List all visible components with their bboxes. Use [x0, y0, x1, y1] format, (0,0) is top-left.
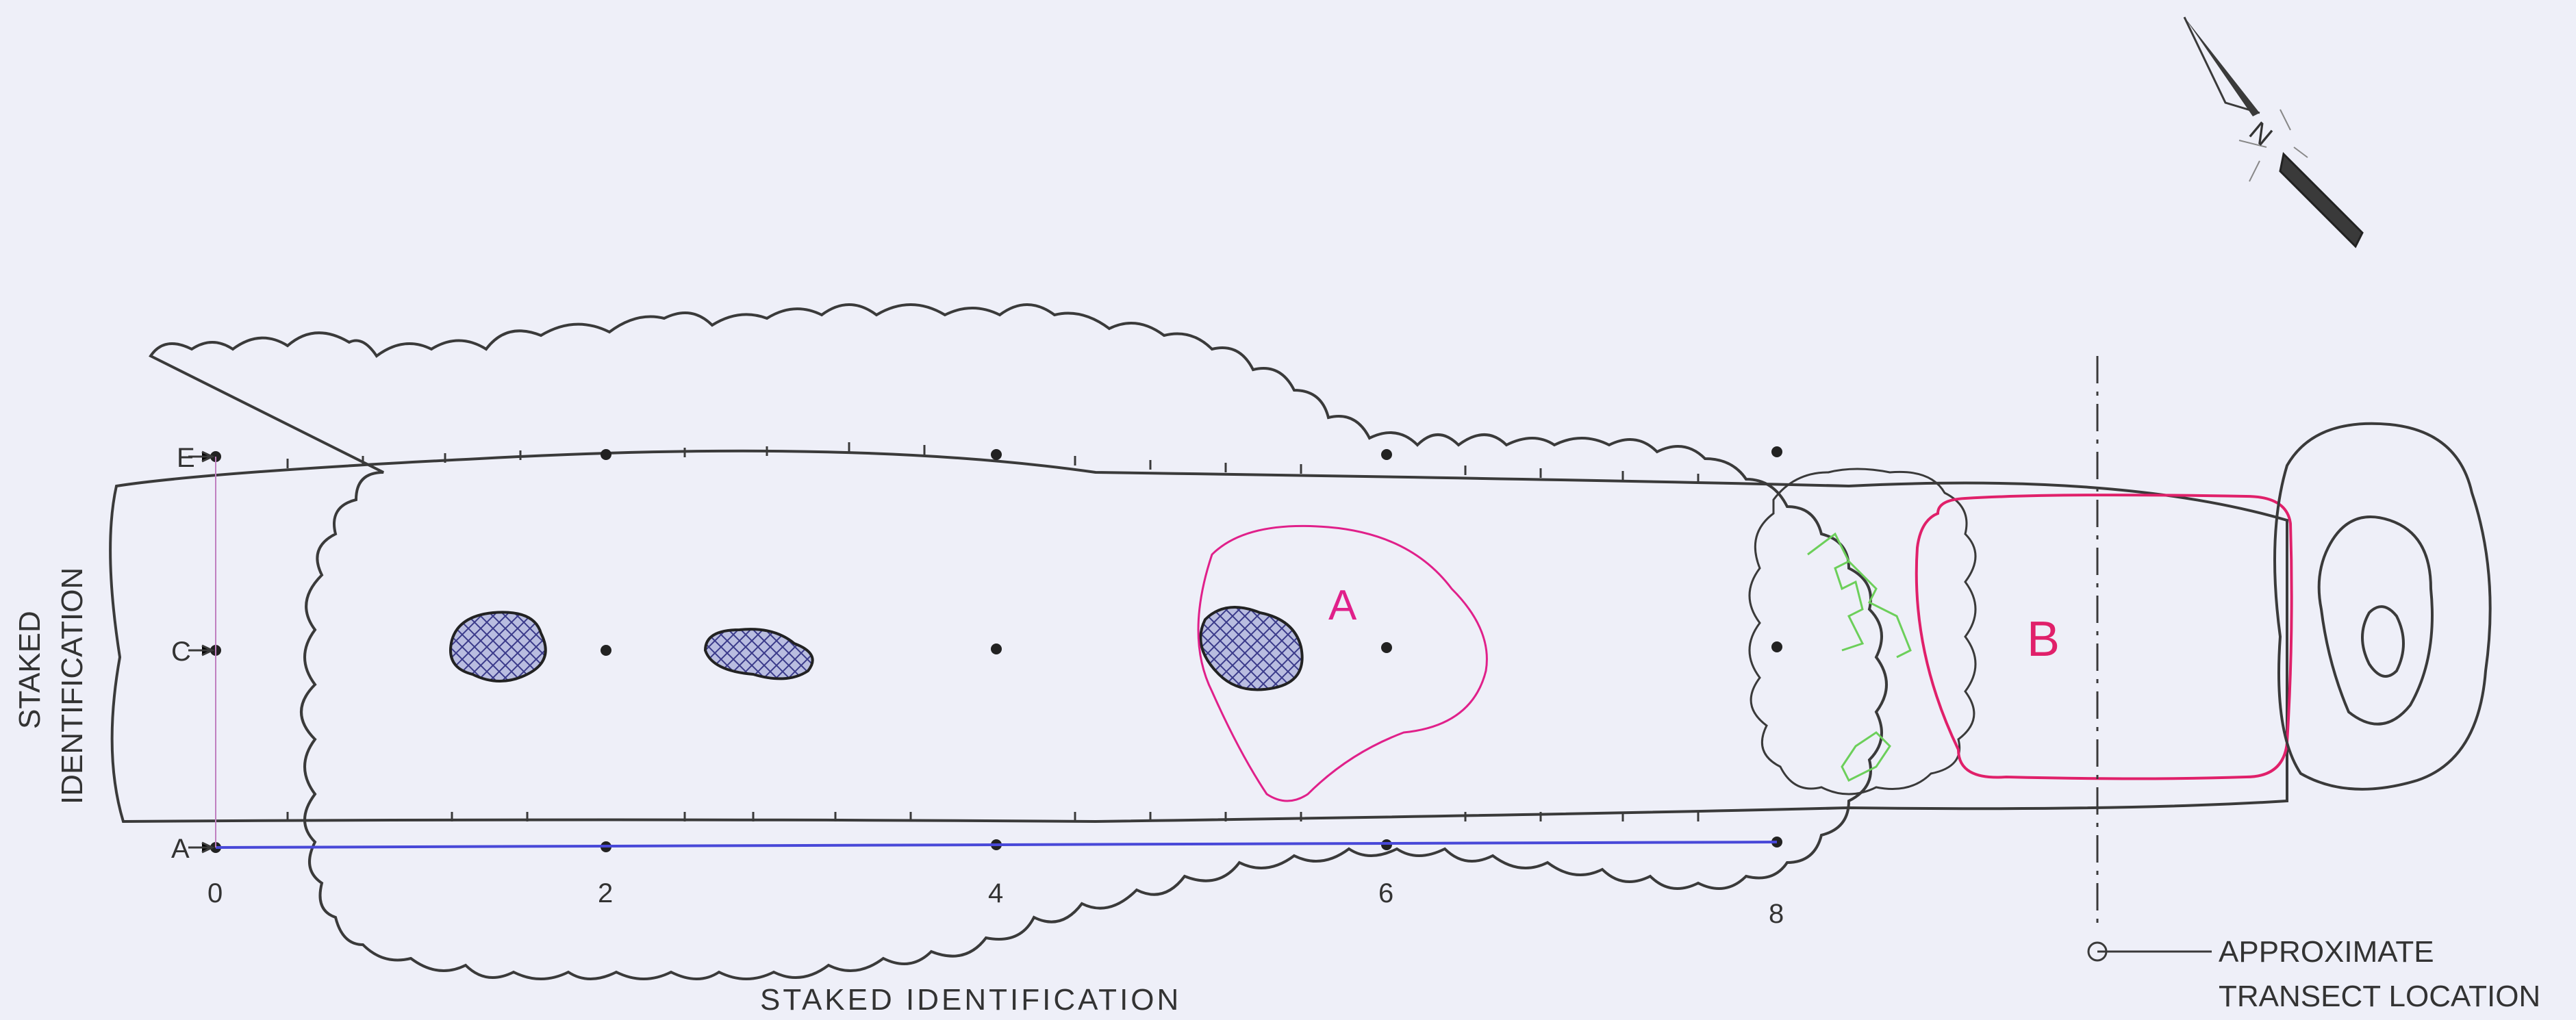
- stake-E4: [991, 449, 1002, 460]
- transect-line-a: [215, 841, 1778, 849]
- legend-line2: TRANSECT LOCATION: [2219, 980, 2540, 1013]
- zone-a-boundary: [1197, 524, 1488, 802]
- corridor-outline: [109, 449, 2288, 824]
- north-label: N: [2243, 116, 2277, 152]
- stake-C2: [601, 645, 611, 656]
- staked-identification-bottom: STAKED IDENTIFICATION: [760, 983, 1181, 1017]
- station-label-2: 2: [598, 878, 613, 908]
- legend-line1: APPROXIMATE: [2219, 935, 2434, 969]
- patch-1: [449, 611, 547, 683]
- vegetation-clump: [1748, 468, 1977, 795]
- vegetation-boundary: [149, 303, 1888, 980]
- station-grid: [210, 446, 1782, 853]
- zone-b-boundary: [1915, 494, 2293, 780]
- staked-left-line1: STAKED: [13, 611, 47, 729]
- station-label-4: 4: [988, 878, 1003, 908]
- stake-E8: [1771, 446, 1782, 457]
- staked-identification-left: STAKED IDENTIFICATION: [13, 568, 89, 804]
- patch-3: [1199, 606, 1304, 691]
- station-label-0: 0: [207, 878, 223, 908]
- staked-left-line2: IDENTIFICATION: [55, 568, 89, 804]
- zone-a-label: A: [1328, 582, 1357, 629]
- row-label-e: E: [177, 443, 195, 473]
- row-leaders: [188, 450, 215, 854]
- station-label-8: 8: [1769, 899, 1784, 929]
- stake-E6: [1381, 449, 1392, 460]
- legend: APPROXIMATE TRANSECT LOCATION: [2087, 935, 2540, 1013]
- stake-C8: [1771, 641, 1782, 652]
- stake-C4: [991, 643, 1002, 654]
- station-label-6: 6: [1378, 878, 1393, 908]
- zone-b-label: B: [2027, 612, 2060, 667]
- tick-marks: [286, 442, 1700, 821]
- green-symbols: [1807, 532, 1912, 782]
- stake-C6: [1381, 642, 1392, 653]
- contour-mound: [2273, 422, 2492, 791]
- north-arrow-icon: N: [2183, 16, 2364, 248]
- row-label-c: C: [171, 637, 191, 667]
- patch-2: [703, 628, 814, 680]
- row-label-a: A: [171, 834, 190, 864]
- stake-E2: [601, 449, 611, 460]
